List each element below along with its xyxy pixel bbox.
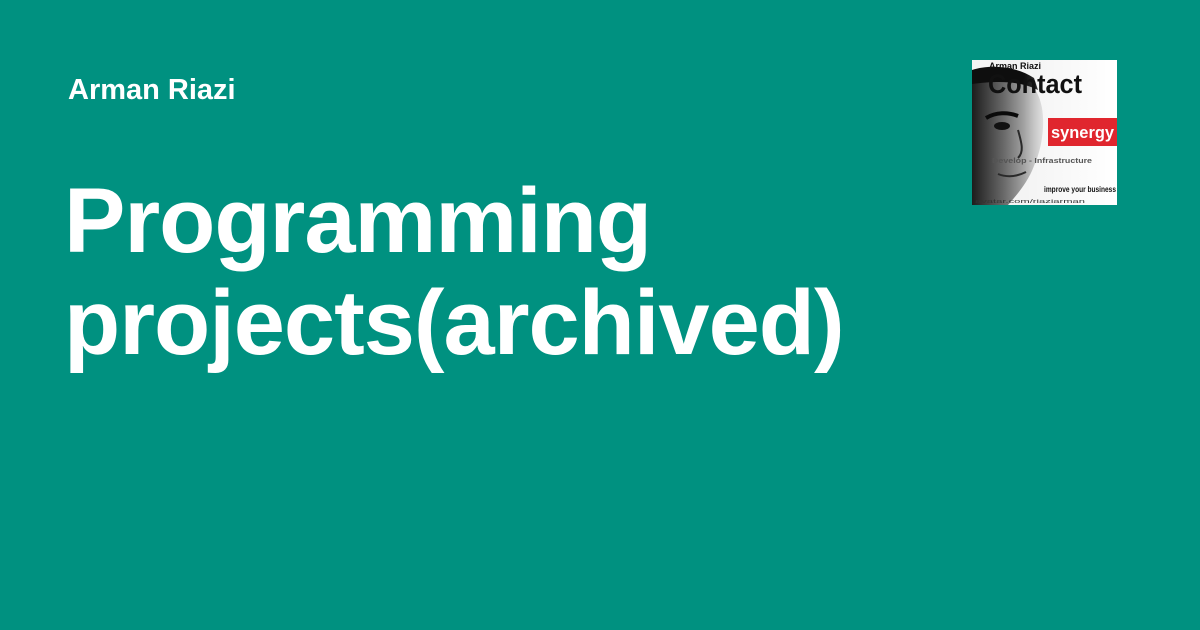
logo-contact-text: Contact bbox=[988, 69, 1082, 99]
author-name: Arman Riazi bbox=[68, 74, 236, 106]
logo-synergy-badge bbox=[1048, 118, 1117, 146]
author-logo-image: Arman Riazi Contact synergy Develop - In… bbox=[972, 60, 1117, 205]
logo-synergy-text: synergy bbox=[1051, 123, 1115, 142]
logo-name-text: Arman Riazi bbox=[989, 61, 1041, 71]
page-title: Programming projects(archived) bbox=[64, 170, 845, 374]
logo-url-text: avatar.com/riaziarman bbox=[975, 199, 1085, 205]
logo-tagline-text: improve your business bbox=[1044, 185, 1116, 194]
portrait-hair-shape bbox=[972, 66, 1038, 90]
logo-subtitle-text: Develop - Infrastructure bbox=[992, 158, 1092, 165]
